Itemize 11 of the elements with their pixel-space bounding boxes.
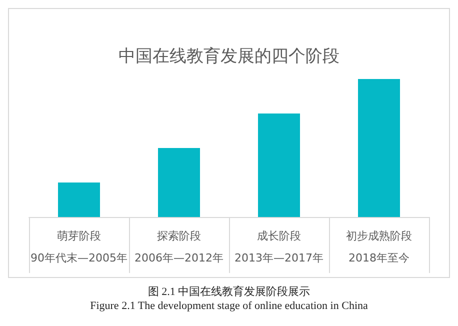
- caption: 图 2.1 中国在线教育发展阶段展示: [146, 284, 312, 299]
- x-tick-label: 萌芽阶段 90年代末—2005年: [30, 230, 128, 264]
- bar: [358, 79, 400, 217]
- x-tick-label: 初步成熟阶段 2018年至今: [346, 230, 412, 264]
- chart-title: 中国在线教育发展的四个阶段: [118, 46, 340, 66]
- bar: [158, 148, 200, 217]
- bar: [58, 182, 100, 217]
- x-tick-label: 成长阶段 2013年—2017年: [234, 230, 324, 264]
- x-tick-label: 探索阶段 2006年—2012年: [134, 230, 224, 264]
- caption: Figure 2.1 The development stage of online education in China: [89, 300, 369, 312]
- bar: [258, 114, 300, 217]
